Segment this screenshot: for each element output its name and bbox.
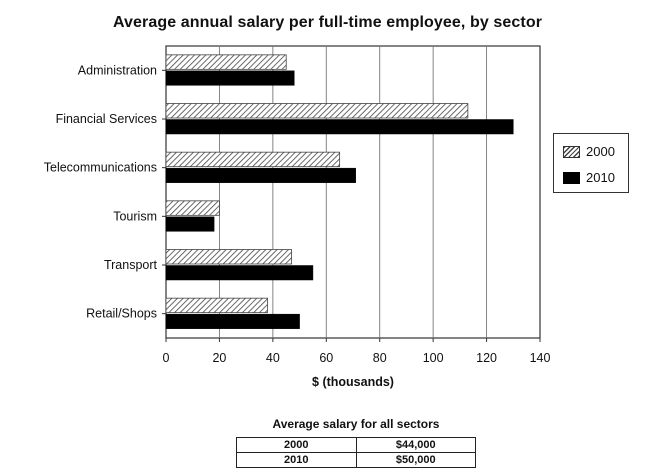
summary-table-title: Average salary for all sectors: [272, 417, 440, 431]
legend-swatch-solid: [563, 171, 580, 184]
bar-2010: [165, 167, 356, 183]
x-tick-label: 60: [319, 351, 333, 365]
table-cell-year: 2010: [236, 452, 357, 468]
bar-chart: 0 20 40 60 80 100 120 140 $ (thousands) Administr…: [44, 45, 551, 389]
x-tick-label: 120: [476, 351, 497, 365]
table-cell-salary: $44,000: [355, 437, 476, 453]
category-label: Retail/Shops: [86, 307, 157, 321]
bar-2010: [165, 216, 215, 232]
x-tick-label: 40: [266, 351, 280, 365]
table-row: 2000 $44,000: [236, 437, 476, 453]
x-axis-label: $ (thousands): [312, 375, 394, 389]
bar-2000: [165, 297, 268, 314]
bar-2010: [165, 313, 300, 329]
category-label: Financial Services: [56, 112, 157, 126]
bar-2000: [165, 103, 469, 119]
table-cell-salary: $50,000: [355, 452, 476, 468]
legend-label-2010: 2010: [586, 170, 615, 185]
category-label: Transport: [104, 258, 158, 272]
chart-legend: 2000 2010: [553, 133, 629, 193]
bar-2010: [165, 265, 314, 281]
x-tick-label: 100: [423, 351, 444, 365]
bar-2000: [165, 54, 287, 70]
chart-title: Average annual salary per full-time empl…: [112, 14, 543, 31]
legend-item-2000: 2000: [563, 144, 615, 159]
category-label: Administration: [78, 63, 157, 77]
legend-item-2010: 2010: [563, 170, 615, 185]
legend-label-2000: 2000: [586, 144, 615, 159]
x-tick-label: 80: [373, 351, 387, 365]
bar-2000: [165, 249, 292, 265]
summary-table: 2000 $44,000 2010 $50,000: [236, 437, 476, 468]
plot-area: [165, 45, 541, 339]
bar-2000: [165, 200, 220, 216]
table-row: 2010 $50,000: [236, 452, 476, 468]
table-cell-year: 2000: [236, 437, 357, 453]
category-label: Telecommunications: [44, 161, 157, 175]
category-label: Tourism: [113, 209, 157, 223]
x-tick-label: 20: [212, 351, 226, 365]
bar-2010: [165, 70, 295, 86]
legend-swatch-hatched: [563, 145, 580, 158]
bar-2000: [165, 151, 341, 168]
x-tick-label: 0: [163, 351, 170, 365]
bar-2010: [165, 119, 514, 135]
x-tick-label: 140: [530, 351, 551, 365]
